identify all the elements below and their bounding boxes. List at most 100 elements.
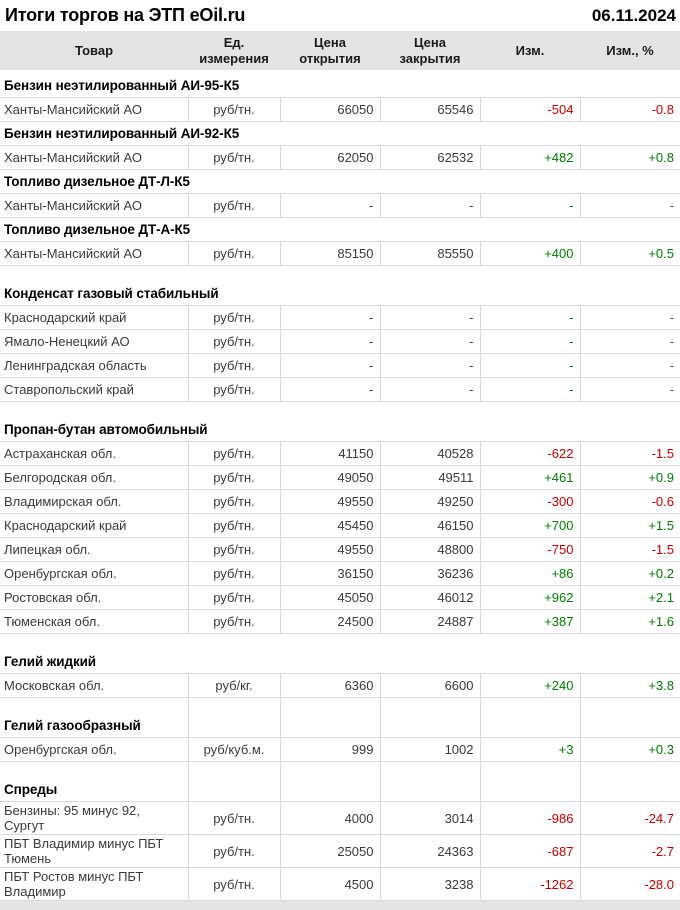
spacer-row	[0, 633, 680, 650]
region-cell: Оренбургская обл.	[0, 561, 188, 586]
unit-cell: руб/тн.	[187, 801, 280, 835]
table-header-row: Товар Ед. измерения Цена открытия Цена закр…	[0, 31, 680, 70]
close-price-cell: 65546	[379, 97, 480, 122]
table-row: Ростовская обл. руб/тн. 45050 46012 +962 +2.1	[0, 585, 680, 610]
close-price-cell: 1002	[379, 737, 480, 762]
close-price-cell: -	[379, 305, 480, 330]
region-cell: Ханты-Мансийский АО	[0, 145, 188, 170]
change-pct-cell: -	[579, 353, 680, 378]
section-empty-cell	[187, 714, 280, 738]
open-price-cell: -	[279, 377, 380, 402]
change-pct-cell: +0.9	[579, 465, 680, 490]
spacer-row	[0, 697, 680, 714]
open-price-cell: 36150	[279, 561, 380, 586]
table-row: Московская обл. руб/кг. 6360 6600 +240 +3.8	[0, 673, 680, 698]
open-price-cell: 24500	[279, 609, 380, 634]
region-cell: ПБТ Ростов минус ПБТ Владимир	[0, 867, 188, 901]
column-header: Товар	[0, 31, 188, 70]
change-cell: +387	[479, 609, 580, 634]
unit-cell: руб/тн.	[187, 305, 280, 330]
change-pct-cell: +0.2	[579, 561, 680, 586]
change-cell: -	[479, 377, 580, 402]
change-cell: +461	[479, 465, 580, 490]
close-price-cell: 24363	[379, 834, 480, 868]
region-cell: Ростовская обл.	[0, 585, 188, 610]
unit-cell: руб/тн.	[187, 329, 280, 354]
section-header-row: Бензин неэтилированный АИ-92-К5	[0, 121, 680, 146]
table-row: Оренбургская обл. руб/тн. 36150 36236 +86 +0.…	[0, 561, 680, 586]
close-price-cell: -	[379, 193, 480, 218]
change-pct-cell: +1.5	[579, 513, 680, 538]
table-row: Ханты-Мансийский АО руб/тн. 62050 62532 +482…	[0, 145, 680, 170]
close-price-cell: 40528	[379, 441, 480, 466]
unit-cell: руб/тн.	[187, 465, 280, 490]
change-pct-cell: +3.8	[579, 673, 680, 698]
close-price-cell: 6600	[379, 673, 480, 698]
change-pct-cell: -1.5	[579, 537, 680, 562]
unit-cell: руб/тн.	[187, 867, 280, 901]
unit-cell: руб/тн.	[187, 609, 280, 634]
close-price-cell: 48800	[379, 537, 480, 562]
open-price-cell: 4500	[279, 867, 380, 901]
spacer-row	[0, 265, 680, 282]
column-header: Цена открытия	[280, 31, 380, 70]
open-price-cell: 85150	[279, 241, 380, 266]
unit-cell: руб/куб.м.	[187, 737, 280, 762]
section-empty-cell	[279, 778, 380, 802]
region-cell: Владимирская обл.	[0, 489, 188, 514]
region-cell: Ханты-Мансийский АО	[0, 241, 188, 266]
change-cell: +400	[479, 241, 580, 266]
section-title: Конденсат газовый стабильный	[0, 282, 680, 306]
table-row: ПБТ Ростов минус ПБТ Владимир руб/тн. 4500…	[0, 867, 680, 901]
change-cell: -986	[479, 801, 580, 835]
spacer-cell	[579, 761, 680, 778]
region-cell: Московская обл.	[0, 673, 188, 698]
unit-cell: руб/тн.	[187, 145, 280, 170]
open-price-cell: 25050	[279, 834, 380, 868]
open-price-cell: 49550	[279, 537, 380, 562]
region-cell: Ханты-Мансийский АО	[0, 193, 188, 218]
region-cell: Белгородская обл.	[0, 465, 188, 490]
unit-cell: руб/тн.	[187, 193, 280, 218]
region-cell: ПБТ Владимир минус ПБТ Тюмень	[0, 834, 188, 868]
table-row: Ставропольский край руб/тн. - - - -	[0, 377, 680, 402]
change-pct-cell: -2.7	[579, 834, 680, 868]
change-cell: -	[479, 193, 580, 218]
spacer-cell	[379, 761, 480, 778]
open-price-cell: 999	[279, 737, 380, 762]
section-title: Бензин неэтилированный АИ-92-К5	[0, 121, 680, 146]
change-cell: +962	[479, 585, 580, 610]
change-pct-cell: -0.6	[579, 489, 680, 514]
table-header: Товар Ед. измерения Цена открытия Цена закр…	[0, 31, 680, 70]
region-cell: Астраханская обл.	[0, 441, 188, 466]
change-pct-cell: -	[579, 193, 680, 218]
close-price-cell: 36236	[379, 561, 480, 586]
gap-cell	[0, 70, 680, 74]
change-pct-cell: +1.6	[579, 609, 680, 634]
spacer-cell	[379, 697, 480, 714]
section-title: Спреды	[0, 778, 188, 802]
column-header: Ед. измерения	[188, 31, 280, 70]
open-price-cell: 49050	[279, 465, 380, 490]
change-cell: +3	[479, 737, 580, 762]
unit-cell: руб/тн.	[187, 585, 280, 610]
open-price-cell: 45050	[279, 585, 380, 610]
spacer-cell	[0, 633, 680, 650]
change-pct-cell: +0.5	[579, 241, 680, 266]
table-row: Ямало-Ненецкий АО руб/тн. - - - -	[0, 329, 680, 354]
change-cell: +700	[479, 513, 580, 538]
region-cell: Краснодарский край	[0, 513, 188, 538]
spacer-cell	[579, 697, 680, 714]
table-row: Ленинградская область руб/тн. - - - -	[0, 353, 680, 378]
unit-cell: руб/тн.	[187, 97, 280, 122]
open-price-cell: 45450	[279, 513, 380, 538]
open-price-cell: 62050	[279, 145, 380, 170]
section-empty-cell	[279, 714, 380, 738]
table-row: Владимирская обл. руб/тн. 49550 49250 -300 -0…	[0, 489, 680, 514]
table-row: Ханты-Мансийский АО руб/тн. - - - -	[0, 193, 680, 218]
change-pct-cell: -1.5	[579, 441, 680, 466]
spacer-cell	[0, 761, 188, 778]
unit-cell: руб/тн.	[187, 513, 280, 538]
titlebar: Итоги торгов на ЭТП eOil.ru 06.11.2024	[0, 0, 680, 31]
section-title: Гелий газообразный	[0, 714, 188, 738]
